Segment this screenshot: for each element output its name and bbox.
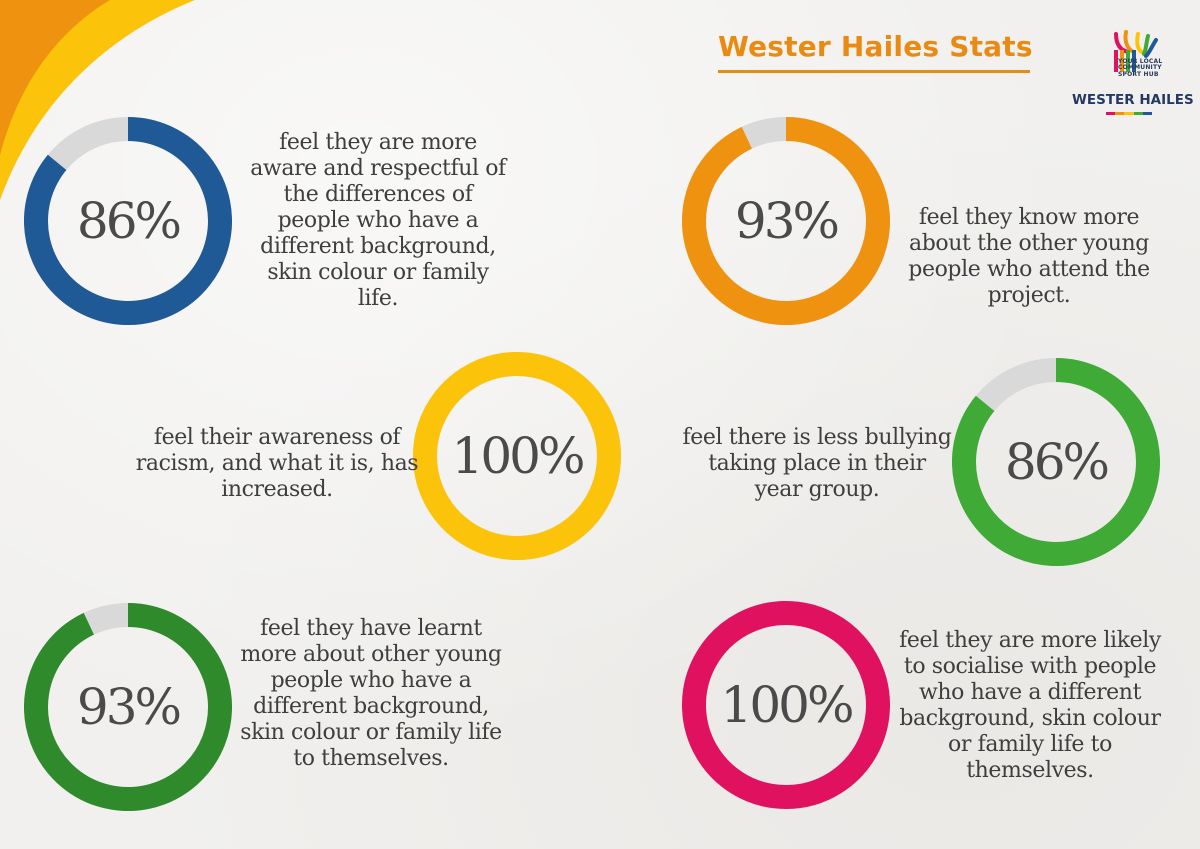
donut-value-arc — [24, 603, 232, 811]
donut-chart-socialise: 100% — [682, 601, 890, 809]
donut-value-arc — [952, 358, 1160, 566]
corner-swoosh-decoration — [0, 0, 195, 200]
donut-chart-racism-awareness: 100% — [413, 352, 621, 560]
donut-chart-aware-respectful: 86% — [24, 117, 232, 325]
logo-tagline-line: COMMUNITY — [1118, 64, 1162, 72]
logo-tagline: YOUR LOCAL COMMUNITY SPORT HUB — [1118, 58, 1163, 78]
donut-caption: feel there is less bullying taking place… — [682, 425, 952, 502]
donut-svg — [24, 117, 232, 325]
donut-value-label: 100% — [720, 676, 855, 734]
donut-value-label: 93% — [734, 192, 840, 250]
donut-caption: feel they are more aware and respectful … — [250, 130, 506, 311]
donut-value-label: 86% — [76, 192, 182, 250]
donut-svg — [952, 358, 1160, 566]
donut-svg — [682, 601, 890, 809]
logo-name: WESTER HAILES — [1072, 92, 1194, 108]
donut-chart-learnt-about-others: 93% — [24, 603, 232, 811]
logo-tagline-line: SPORT HUB — [1118, 70, 1159, 78]
donut-value-label: 100% — [451, 427, 586, 485]
donut-value-label: 86% — [1004, 433, 1110, 491]
donut-svg — [413, 352, 621, 560]
donut-value-label: 93% — [76, 678, 182, 736]
donut-caption: feel they have learnt more about other y… — [240, 616, 502, 771]
donut-value-arc — [413, 352, 621, 560]
page-title: Wester Hailes Stats — [718, 30, 1033, 63]
donut-value-arc — [682, 117, 890, 325]
donut-svg — [24, 603, 232, 811]
logo-color-bar — [1106, 112, 1152, 115]
donut-svg — [682, 117, 890, 325]
donut-caption: feel they are more likely to socialise w… — [899, 628, 1161, 783]
donut-caption: feel their awareness of racism, and what… — [135, 425, 419, 502]
donut-value-arc — [24, 117, 232, 325]
donut-value-arc — [682, 601, 890, 809]
title-underline — [718, 70, 1030, 73]
sport-hub-logo — [1114, 30, 1158, 72]
logo-tagline-line: YOUR LOCAL — [1118, 58, 1163, 65]
donut-chart-less-bullying: 86% — [952, 358, 1160, 566]
donut-caption: feel they know more about the other youn… — [908, 205, 1150, 308]
donut-chart-know-young-people: 93% — [682, 117, 890, 325]
